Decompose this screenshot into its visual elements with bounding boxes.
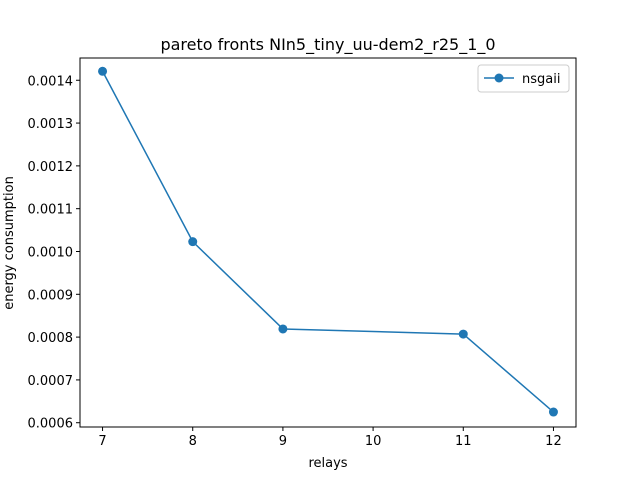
x-tick-label: 12 — [545, 434, 562, 449]
x-axis-label: relays — [308, 456, 347, 471]
x-tick-label: 11 — [455, 434, 472, 449]
x-tick-label: 8 — [189, 434, 197, 449]
data-point — [459, 330, 468, 339]
data-point — [278, 324, 287, 333]
y-tick-label: 0.0014 — [28, 74, 74, 89]
x-tick-label: 9 — [279, 434, 287, 449]
data-point — [98, 67, 107, 76]
y-tick-label: 0.0010 — [28, 245, 74, 260]
y-tick-label: 0.0009 — [28, 288, 74, 303]
y-tick-label: 0.0008 — [28, 331, 74, 346]
x-tick-label: 10 — [365, 434, 382, 449]
y-tick-label: 0.0013 — [28, 117, 74, 132]
y-tick-label: 0.0012 — [28, 160, 74, 175]
y-tick-label: 0.0011 — [28, 203, 74, 218]
y-tick-label: 0.0006 — [28, 417, 74, 432]
chart-title: pareto fronts NIn5_tiny_uu-dem2_r25_1_0 — [160, 35, 495, 55]
y-axis-ticks: 0.0006 0.0007 0.0008 0.0009 0.0010 0.0011 0.00… — [28, 74, 81, 431]
legend-label-nsgaii: nsgaii — [522, 72, 560, 87]
legend: nsgaii — [478, 65, 569, 92]
legend-marker-swatch — [495, 74, 504, 83]
x-tick-label: 7 — [98, 434, 106, 449]
y-axis-label: energy consumption — [2, 176, 17, 310]
data-point — [188, 237, 197, 246]
y-tick-label: 0.0007 — [28, 374, 74, 389]
data-point — [549, 408, 558, 417]
